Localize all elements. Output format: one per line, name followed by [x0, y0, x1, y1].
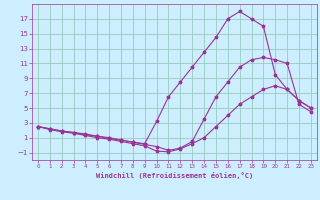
X-axis label: Windchill (Refroidissement éolien,°C): Windchill (Refroidissement éolien,°C)	[96, 172, 253, 179]
